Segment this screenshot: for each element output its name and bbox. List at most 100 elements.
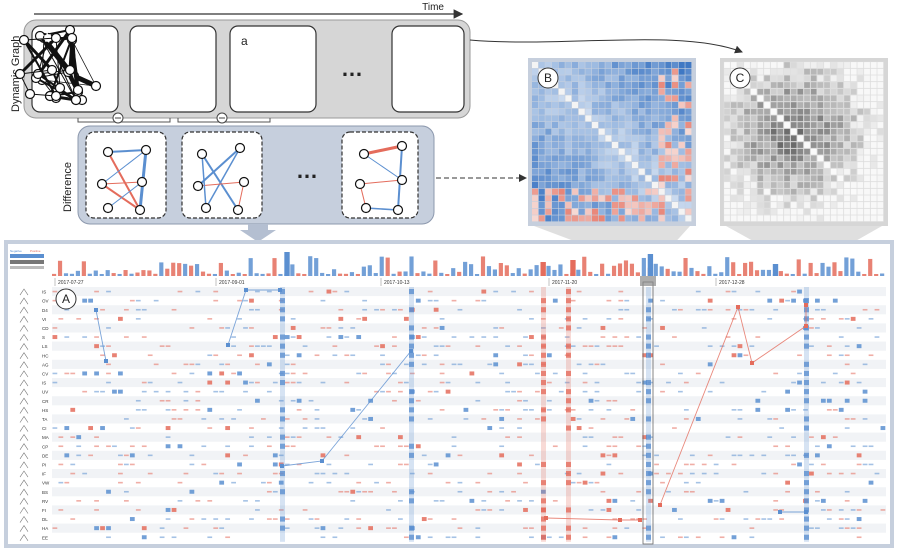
heatmap-cell [380,445,385,448]
heatmap-cell [421,517,427,522]
heatmap-cell [147,381,153,384]
difference-edge [363,153,403,181]
heatmap-cell [82,298,88,303]
heatmap-cell [356,409,362,411]
heatmap-cell [338,327,344,329]
heatmap-cell [445,345,451,347]
heatmap-cell [862,308,868,311]
heatmap-cell [386,527,391,529]
heatmap-cell [207,407,213,412]
heatmap-cell [541,352,546,358]
heatmap-cell [171,372,177,375]
heatmap-cell [564,381,570,384]
heatmap-cell [266,390,272,393]
graph-node [396,174,408,186]
heatmap-cell [481,289,487,294]
heatmap-cell [505,381,511,384]
heatmap-cell [570,481,576,484]
heatmap-cell [820,463,826,466]
summary-bar [600,263,605,276]
heatmap-cell [809,463,814,466]
heatmap-cell [165,518,171,520]
heatmap-cell [826,472,832,475]
summary-bar [748,261,754,276]
heatmap-cell [719,498,725,503]
heatmap-cell [249,345,254,347]
heatmap-cell [392,308,397,311]
summary-bar [385,257,390,276]
summary-bar [784,273,789,276]
heatmap-cell [189,518,195,520]
heatmap-cell [660,481,665,484]
summary-bar [427,273,432,276]
heatmap-cell [689,463,695,466]
summary-bar [838,271,843,276]
heatmap-cell [356,527,362,529]
summary-bar [826,266,831,276]
summary-bar [421,271,426,276]
heatmap-cell [529,409,534,411]
heatmap-cell [249,381,254,384]
heatmap-cell [255,381,260,384]
heatmap-cell [868,480,874,485]
heatmap-cell [64,372,70,375]
heatmap-cell [642,353,648,358]
heatmap-cell [76,318,82,320]
heatmap-cell [660,536,665,539]
heatmap-cell [314,418,320,420]
heatmap-cell [761,518,767,520]
heatmap-cell [52,372,58,375]
heatmap-cell [189,463,195,466]
heatmap-cell [804,343,809,349]
heatmap-cell [606,445,612,448]
summary-bar [373,273,378,276]
heatmap-cell [481,500,487,502]
heatmap-cell [612,436,618,438]
heatmap-cell [666,490,671,493]
heatmap-cell [255,345,260,347]
heatmap-cell [123,308,129,311]
heatmap-cell [820,318,826,320]
heatmap-cell [207,536,213,539]
summary-bar [457,271,462,276]
heatmap-cell [523,507,528,512]
summary-bar [820,262,825,276]
row-sparkline-icon [19,315,29,323]
heatmap-cell [582,527,588,529]
row-sparkline-icon [19,461,29,469]
heatmap-cell [540,318,546,320]
heatmap-cell [630,409,636,411]
row-sparkline-icon [19,324,29,332]
matrix-b: B [528,58,696,268]
heatmap-cell [409,307,414,313]
heatmap-cell [314,527,320,529]
heatmap-cell [433,390,439,393]
heatmap-cell [338,527,344,529]
heatmap-cell [207,318,213,320]
heatmap-cell [737,344,743,349]
heatmap-cell [64,453,70,458]
heatmap-cell [165,345,171,347]
heatmap-cell [511,290,516,293]
row-label: AG [42,362,49,367]
heatmap-cell [517,462,522,467]
heatmap-cell [362,418,368,420]
heatmap-cell [88,454,94,457]
summary-bar [492,269,497,276]
heatmap-cell [195,500,201,502]
heatmap-cell [517,390,522,393]
summary-bar [528,269,533,276]
heatmap-cell [648,498,653,503]
row-sparkline-icon [19,406,29,414]
heatmap-cell [249,327,254,329]
graph-edge [68,37,74,71]
heatmap-cell [725,436,731,438]
summary-bar [135,272,140,276]
row-sparkline-icon [19,379,29,387]
heatmap-cell [129,445,135,448]
heatmap-cell [415,298,421,303]
heatmap-cell [290,436,296,438]
heatmap-cell [284,527,290,529]
graph-node [50,90,62,102]
heatmap-cell [52,381,58,384]
